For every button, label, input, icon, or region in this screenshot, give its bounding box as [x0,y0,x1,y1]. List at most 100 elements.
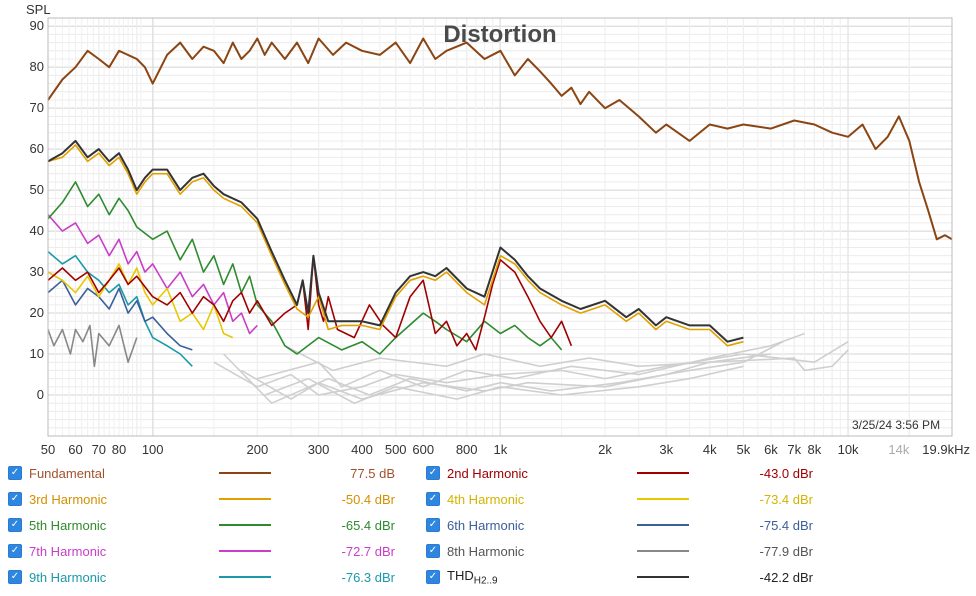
checkbox-icon[interactable]: ✓ [8,466,22,480]
y-tick-label: 30 [30,264,44,279]
x-tick-label: 3k [659,442,673,457]
x-tick-label: 60 [68,442,82,457]
x-tick-label: 800 [456,442,478,457]
checkbox-icon[interactable]: ✓ [8,518,22,532]
y-tick-label: 40 [30,223,44,238]
y-tick-label: 70 [30,100,44,115]
x-tick-label: 4k [703,442,717,457]
x-tick-label: 1k [494,442,508,457]
y-tick-label: 0 [37,387,44,402]
legend-item[interactable]: ✓ 8th Harmonic -77.9 dBr [426,538,813,564]
legend-item[interactable]: ✓ 9th Harmonic -76.3 dBr [8,564,395,590]
series-line-thd [47,139,744,343]
legend-series-name: 4th Harmonic [447,491,525,507]
series-line-5th-harmonic [47,181,563,355]
series-line-8th-harmonic [47,324,138,368]
checkbox-icon[interactable]: ✓ [426,544,440,558]
legend-item[interactable]: ✓ Fundamental 77.5 dB [8,460,395,486]
legend-series-name: 5th Harmonic [29,517,107,533]
legend-swatch [637,498,689,500]
x-tick-label: 500 [385,442,407,457]
x-tick-label: 6k [764,442,778,457]
y-tick-label: 80 [30,59,44,74]
series-line-7th-harmonic [47,214,258,335]
legend-swatch [219,550,271,552]
y-axis-ticks: 0 10 20 30 40 50 60 70 80 90 [30,18,44,402]
legend-item[interactable]: ✓ 7th Harmonic -72.7 dBr [8,538,395,564]
noise-floor-traces [213,332,849,405]
legend-item[interactable]: ✓ 3rd Harmonic -50.4 dBr [8,486,395,512]
x-tick-label: 7k [787,442,801,457]
legend-item[interactable]: ✓ 4th Harmonic -73.4 dBr [426,486,813,512]
legend-series-name: 3rd Harmonic [29,491,108,507]
x-tick-label: 2k [598,442,612,457]
series-line-3rd-harmonic [47,144,744,347]
checkbox-icon[interactable]: ✓ [8,492,22,506]
series-line-9th-harmonic [47,250,193,367]
legend-swatch [219,576,271,578]
x-tick-label: 400 [351,442,373,457]
legend-swatch [219,472,271,474]
noise-floor-line [284,345,849,372]
legend-swatch [637,550,689,552]
x-tick-label: 70 [92,442,106,457]
legend-value: -76.3 dBr [341,569,395,585]
legend-value: -43.0 dBr [759,465,813,481]
x-tick-label: 10k [838,442,859,457]
checkbox-icon[interactable]: ✓ [8,570,22,584]
legend: ✓ Fundamental 77.5 dB ✓ 2nd Harmonic -43.0 dB… [0,460,976,596]
series-lines [47,37,953,368]
x-tick-label: 200 [246,442,268,457]
legend-series-name: THDH2..9 [447,567,498,587]
legend-item[interactable]: ✓ 2nd Harmonic -43.0 dBr [426,460,813,486]
x-tick-label: 8k [808,442,822,457]
plot-frame [47,17,953,437]
checkbox-icon[interactable]: ✓ [8,544,22,558]
legend-item[interactable]: ✓ THDH2..9 -42.2 dBr [426,564,813,590]
legend-swatch [219,498,271,500]
checkbox-icon[interactable]: ✓ [426,492,440,506]
x-tick-label: 50 [41,442,55,457]
legend-item[interactable]: ✓ 5th Harmonic -65.4 dBr [8,512,395,538]
x-tick-label: 5k [737,442,751,457]
x-tick-label: 300 [308,442,330,457]
timestamp: 3/25/24 3:56 PM [852,418,940,432]
legend-value: -73.4 dBr [759,491,813,507]
legend-series-name: 6th Harmonic [447,517,525,533]
legend-swatch [219,524,271,526]
legend-swatch [637,576,689,578]
legend-series-name: 2nd Harmonic [447,465,528,481]
y-tick-label: 90 [30,18,44,33]
series-line-fundamental [47,37,953,241]
checkbox-icon[interactable]: ✓ [426,518,440,532]
legend-series-name: 9th Harmonic [29,569,107,585]
legend-series-name: Fundamental [29,465,105,481]
legend-value: -72.7 dBr [341,543,395,559]
distortion-chart: 0 10 20 30 40 50 60 70 80 90 50 60 70 80 100 200 300 400… [26,2,970,457]
legend-value: -50.4 dBr [341,491,395,507]
chart-title: Distortion [443,21,556,48]
legend-value: -65.4 dBr [341,517,395,533]
y-tick-label: 10 [30,346,44,361]
y-tick-label: 60 [30,141,44,156]
legend-series-name: 8th Harmonic [447,543,525,559]
checkbox-icon[interactable]: ✓ [426,570,440,584]
legend-series-name: 7th Harmonic [29,543,107,559]
noise-floor-line [213,341,849,396]
x-axis-ticks: 50 60 70 80 100 200 300 400 500 600 800 1k 2k 3k 4k 5k 6… [41,442,970,457]
x-tick-label: 80 [112,442,126,457]
checkbox-icon[interactable]: ✓ [426,466,440,480]
legend-swatch [637,524,689,526]
chart-grid [47,17,953,437]
x-tick-label: 14k [888,442,909,457]
x-tick-label: 19.9kHz [922,442,970,457]
y-axis-label: SPL [26,2,51,17]
series-line-6th-harmonic [47,279,193,351]
x-tick-label: 600 [412,442,434,457]
y-tick-label: 50 [30,182,44,197]
legend-value: -42.2 dBr [759,569,813,585]
y-tick-label: 20 [30,305,44,320]
legend-item[interactable]: ✓ 6th Harmonic -75.4 dBr [426,512,813,538]
legend-swatch [637,472,689,474]
legend-value: -75.4 dBr [759,517,813,533]
